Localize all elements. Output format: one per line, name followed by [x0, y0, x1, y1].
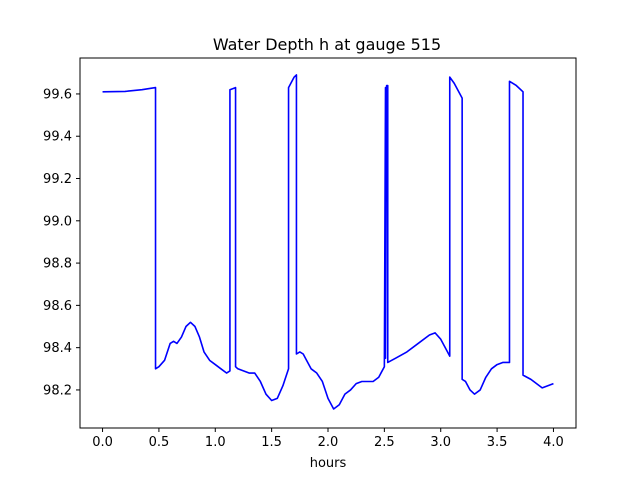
y-tick-label: 99.6	[43, 87, 72, 102]
y-axis: 98.2 98.4 98.6 98.8 99.0 99.2 99.4 99.6	[43, 87, 80, 398]
y-tick-label: 98.6	[43, 299, 72, 314]
x-axis-label: hours	[310, 456, 347, 471]
series-layer	[102, 74, 554, 410]
chart-title: Water Depth h at gauge 515	[213, 35, 441, 54]
x-tick-label: 1.5	[261, 435, 282, 450]
y-tick-label: 98.8	[43, 257, 72, 272]
x-tick-label: 3.5	[487, 435, 508, 450]
x-tick-label: 0.5	[149, 435, 170, 450]
x-tick-label: 1.0	[205, 435, 226, 450]
y-tick-label: 99.0	[43, 214, 72, 229]
x-tick-label: 2.0	[318, 435, 339, 450]
series-line-water-depth	[102, 74, 554, 410]
y-tick-label: 99.2	[43, 172, 72, 187]
y-tick-label: 98.4	[43, 341, 72, 356]
y-tick-label: 98.2	[43, 383, 72, 398]
x-tick-label: 4.0	[543, 435, 564, 450]
x-tick-label: 0.0	[92, 435, 113, 450]
x-tick-label: 3.0	[430, 435, 451, 450]
x-axis: 0.0 0.5 1.0 1.5 2.0 2.5 3.0 3.5 4.0	[92, 428, 564, 450]
y-tick-label: 99.4	[43, 130, 72, 145]
x-tick-label: 2.5	[374, 435, 395, 450]
